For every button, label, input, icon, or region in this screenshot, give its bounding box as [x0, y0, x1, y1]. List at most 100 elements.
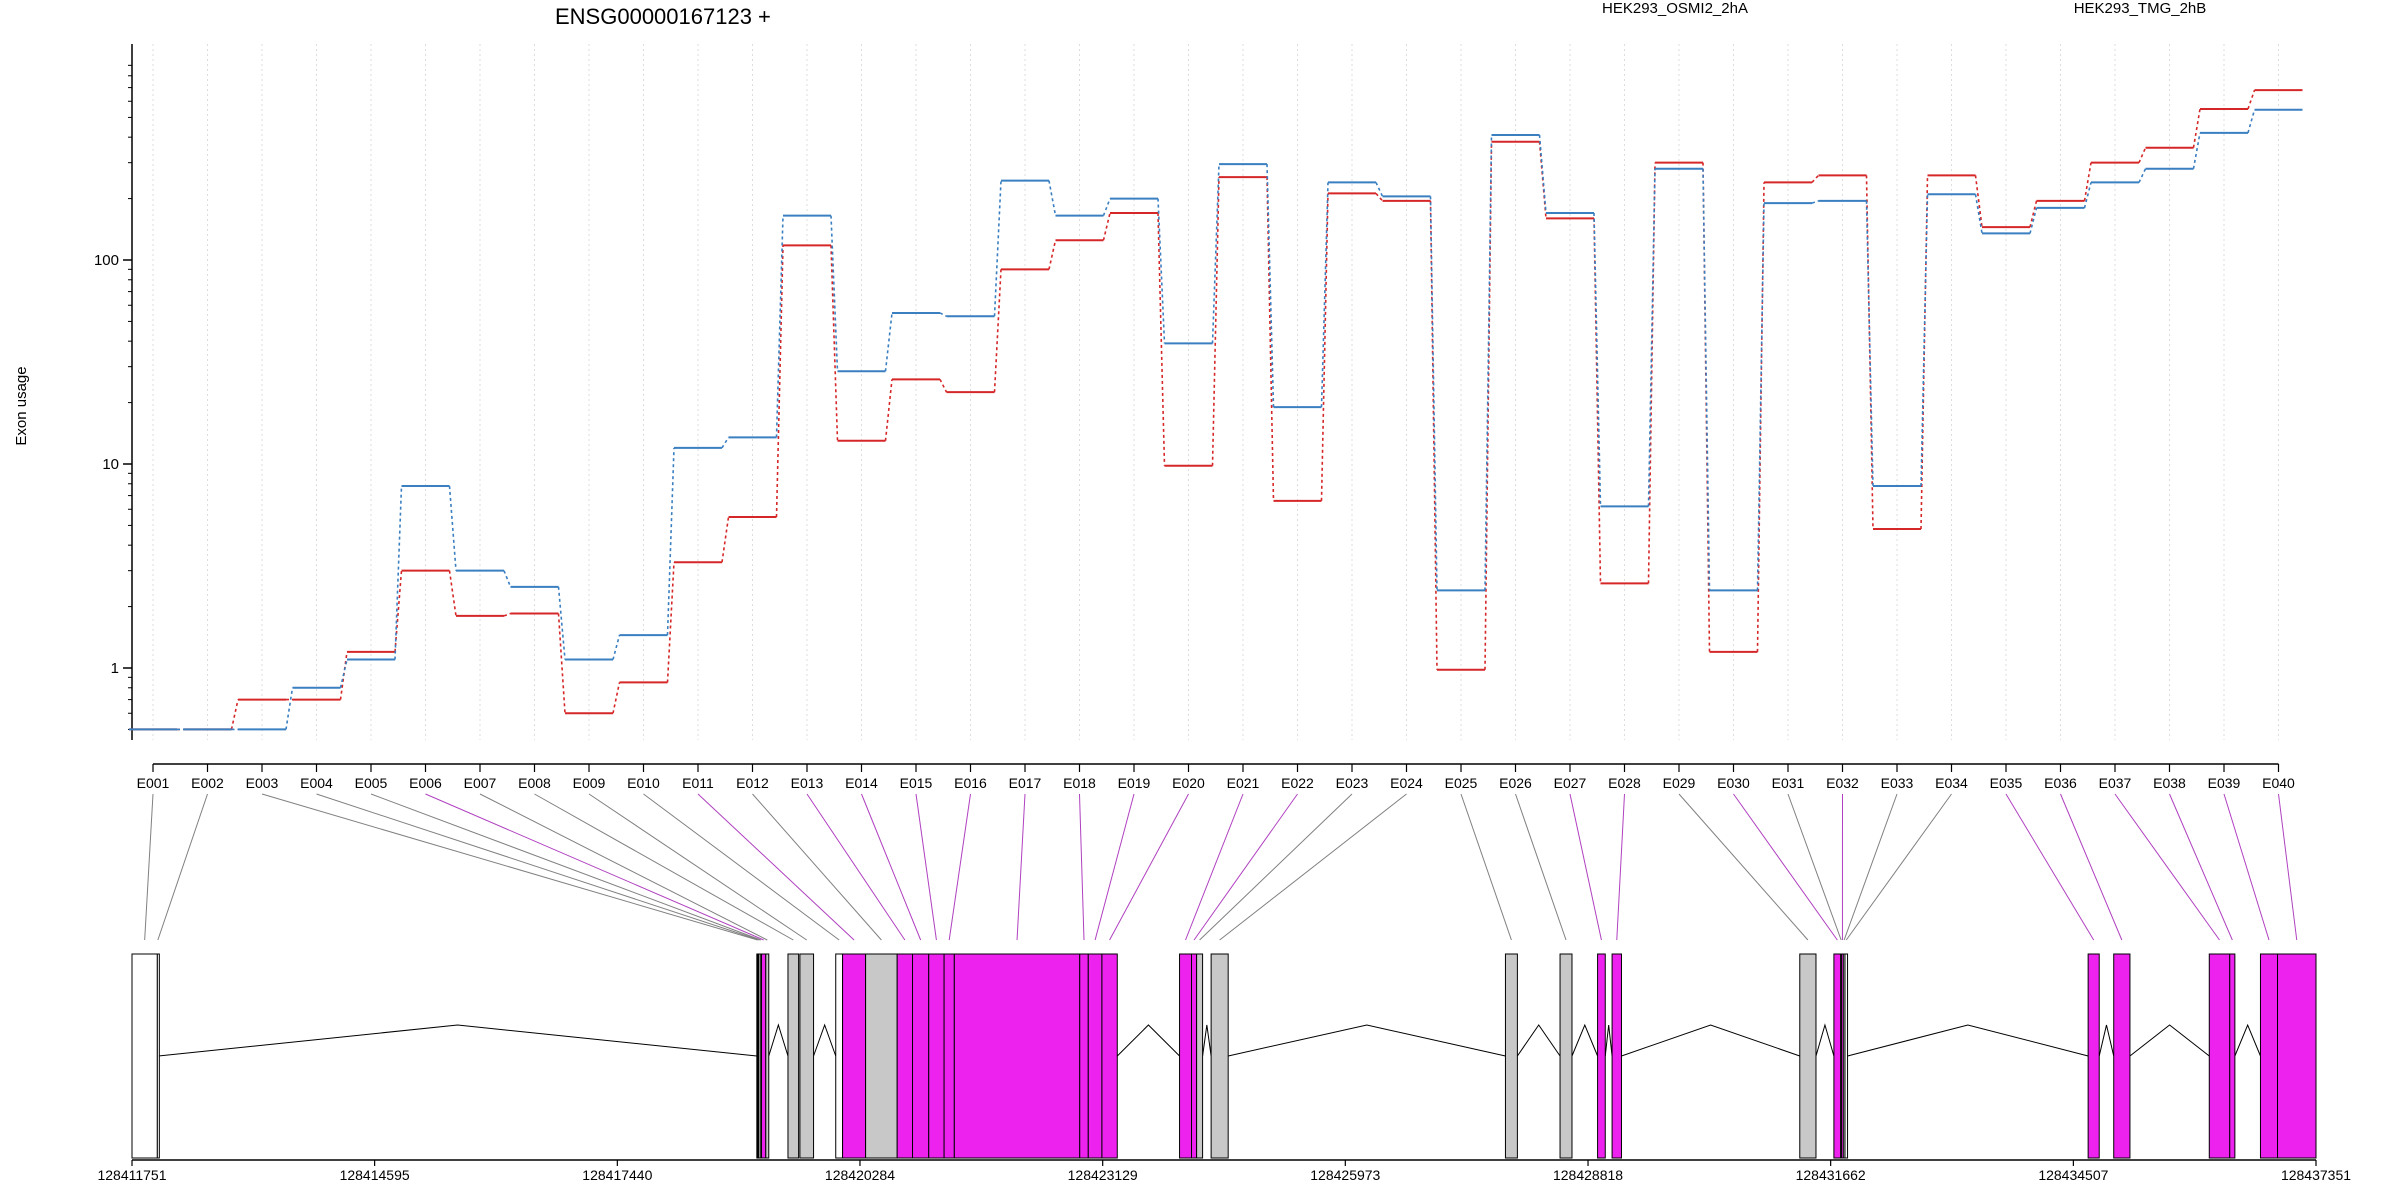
x-tick-label: E036: [2044, 775, 2077, 791]
series-connector: [1647, 168, 1656, 507]
x-tick-label: E034: [1935, 775, 1968, 791]
exon-block: [765, 953, 770, 1159]
series-connector: [503, 612, 511, 617]
x-tick-label: E010: [627, 775, 660, 791]
exon-block: [787, 953, 800, 1159]
series-connector: [1974, 194, 1983, 234]
exon-connector: [1079, 793, 1085, 941]
exon-connector: [534, 793, 794, 941]
intron: [1202, 1024, 1212, 1057]
x-tick-label: E030: [1717, 775, 1750, 791]
exon-block: [2277, 953, 2317, 1159]
series-connector: [884, 312, 893, 372]
x-tick-label: E035: [1990, 775, 2023, 791]
y-axis-label: Exon usage: [13, 366, 30, 445]
x-tick-label: E033: [1881, 775, 1914, 791]
genomic-tick-label: 128423129: [1068, 1167, 1138, 1183]
exon-connector: [1515, 793, 1567, 941]
exon-connector: [2060, 793, 2123, 941]
genomic-tick-label: 128431662: [1796, 1167, 1866, 1183]
intron: [2129, 1024, 2210, 1057]
exon-connector: [2114, 793, 2220, 941]
exon-block: [1179, 953, 1192, 1159]
series-connector: [1974, 175, 1983, 228]
exon-connector: [643, 793, 840, 941]
x-tick-label: E012: [736, 775, 769, 791]
series-connector: [993, 269, 1002, 393]
exon-block: [1833, 953, 1842, 1159]
exon-connector: [425, 793, 764, 941]
series-connector: [721, 516, 730, 563]
exon-connector: [157, 793, 208, 941]
exon-connector: [1845, 793, 1952, 941]
series-connector: [1756, 203, 1765, 591]
exon-block: [1611, 953, 1622, 1159]
series-connector: [448, 570, 457, 617]
exon-block: [799, 953, 815, 1159]
exon-block: [912, 953, 930, 1159]
series-connector: [1048, 240, 1057, 270]
series-connector: [1375, 182, 1384, 197]
series-connector: [230, 699, 239, 730]
intron-lines: [158, 1023, 2261, 1057]
exon-connector: [1678, 793, 1809, 941]
series-connector: [2247, 109, 2256, 134]
genomic-axis: 128411751 128414595 128417440 128420284 1284…: [97, 1159, 2351, 1183]
series-connector: [503, 570, 512, 588]
series-connector: [2029, 207, 2038, 234]
x-tick-label: E005: [355, 775, 388, 791]
series-connector: [939, 312, 947, 317]
series-lines: [129, 89, 2303, 731]
series-connector: [666, 447, 675, 636]
exon-block: [1196, 953, 1204, 1159]
x-tick-label: E031: [1772, 775, 1805, 791]
genomic-tick-label: 128420284: [825, 1167, 895, 1183]
exon-connector: [861, 793, 922, 941]
exon-connector: [915, 793, 937, 941]
series-1: [129, 108, 2303, 731]
intron: [1847, 1024, 2089, 1057]
x-tick-label: E009: [573, 775, 606, 791]
series-connector: [1811, 200, 1819, 204]
exon-connector: [806, 793, 906, 941]
series-connector: [557, 613, 566, 714]
exon-connector: [2278, 793, 2298, 941]
x-tick-label: E008: [518, 775, 551, 791]
intron: [158, 1024, 757, 1057]
exon-connector: [588, 793, 808, 941]
x-tick-label: E019: [1118, 775, 1151, 791]
series-connector: [2083, 182, 2092, 209]
exon-block: [761, 953, 767, 1159]
intron: [2234, 1023, 2261, 1057]
intron: [768, 1023, 789, 1057]
x-tick-label: E006: [409, 775, 442, 791]
exon-block: [1844, 953, 1849, 1159]
intron: [1571, 1023, 1599, 1057]
x-tick-label: E026: [1499, 775, 1532, 791]
series-connector: [1593, 212, 1602, 507]
series-0: [129, 89, 2303, 731]
series-connector: [1538, 134, 1547, 214]
exon-connector: [1219, 793, 1407, 941]
x-tick-label: E018: [1063, 775, 1096, 791]
exon-block: [842, 953, 867, 1159]
exon-block: [1101, 953, 1118, 1159]
series-connector: [830, 245, 839, 441]
exon-connector: [1016, 793, 1026, 941]
x-tick-label: E038: [2153, 775, 2186, 791]
exon-connector: [1787, 793, 1842, 941]
series-connector: [1157, 212, 1166, 466]
exon-block: [1504, 953, 1518, 1159]
exon-block: [2087, 953, 2100, 1159]
genomic-tick-label: 128437351: [2281, 1167, 2351, 1183]
genomic-tick-label: 128425973: [1310, 1167, 1380, 1183]
y-axis: 1 10 100: [94, 44, 133, 740]
x-tick-label: E007: [464, 775, 497, 791]
intron: [2098, 1024, 2115, 1057]
exon-block: [953, 953, 1081, 1159]
exon-block: [1087, 953, 1103, 1159]
x-tick-label: E029: [1663, 775, 1696, 791]
genomic-tick-label: 128414595: [340, 1167, 410, 1183]
series-connector: [2138, 168, 2147, 183]
series-connector: [775, 215, 784, 438]
